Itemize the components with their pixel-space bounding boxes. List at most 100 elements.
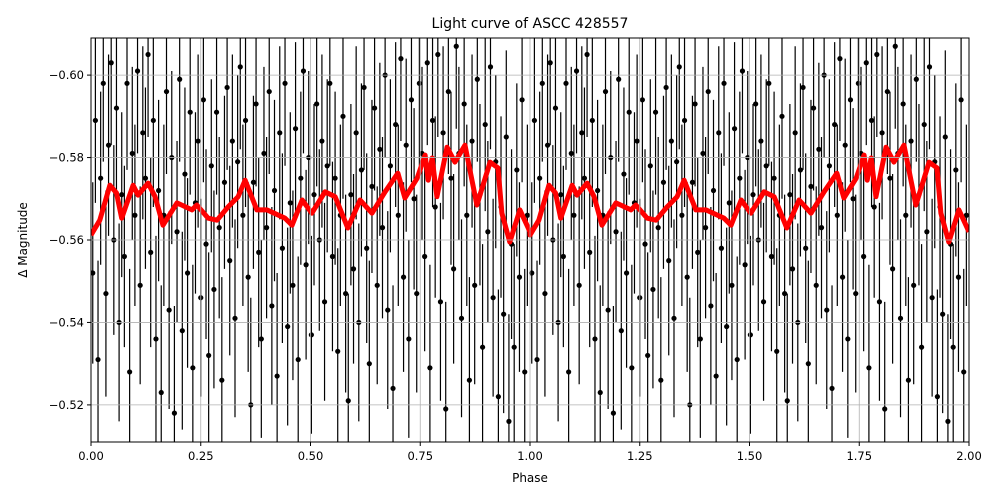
- data-point: [432, 204, 438, 210]
- data-point: [800, 84, 806, 91]
- data-point: [908, 138, 914, 144]
- data-point: [277, 130, 283, 136]
- data-point: [595, 187, 601, 194]
- y-tick-label: −0.54: [49, 315, 84, 329]
- data-point: [329, 253, 336, 260]
- data-point: [716, 130, 722, 136]
- data-point: [623, 270, 630, 276]
- data-point: [103, 290, 109, 297]
- data-point: [629, 365, 635, 371]
- data-point: [697, 336, 703, 342]
- y-axis-label: Δ Magnitude: [16, 202, 30, 278]
- data-point: [926, 64, 933, 70]
- data-point: [503, 134, 509, 140]
- data-point: [605, 307, 611, 313]
- data-point: [303, 262, 309, 268]
- data-point: [371, 105, 378, 111]
- data-point: [950, 344, 956, 350]
- data-point: [461, 101, 467, 107]
- data-point: [319, 138, 325, 144]
- data-point: [579, 130, 585, 136]
- data-point: [731, 126, 738, 132]
- data-point: [847, 97, 854, 103]
- data-point: [834, 212, 840, 218]
- data-point: [408, 97, 415, 103]
- data-point: [613, 229, 619, 235]
- data-point: [458, 315, 465, 321]
- data-point: [808, 183, 814, 190]
- y-tick-label: −0.56: [49, 233, 84, 247]
- data-point: [364, 245, 370, 251]
- data-point: [905, 377, 912, 383]
- data-point: [839, 274, 846, 280]
- data-point: [837, 56, 843, 62]
- x-tick-label: 0.50: [298, 449, 324, 463]
- data-point: [269, 303, 275, 309]
- data-point: [379, 225, 386, 231]
- data-point: [782, 290, 788, 297]
- data-point: [300, 68, 307, 74]
- data-point: [314, 101, 320, 107]
- x-tick-label: 1.75: [846, 449, 872, 463]
- data-point: [866, 365, 872, 371]
- data-point: [552, 105, 559, 111]
- data-point: [874, 51, 880, 58]
- data-point: [398, 56, 404, 62]
- data-point: [797, 167, 804, 173]
- data-point: [292, 126, 299, 132]
- data-point: [573, 68, 580, 74]
- data-point: [539, 80, 545, 86]
- data-point: [242, 117, 249, 124]
- data-point: [705, 88, 711, 95]
- data-point: [924, 229, 930, 235]
- data-point: [140, 130, 146, 136]
- data-point: [681, 117, 688, 124]
- data-point: [589, 117, 595, 124]
- data-point: [760, 299, 767, 305]
- data-point: [253, 101, 259, 107]
- data-point: [435, 51, 441, 58]
- data-point: [213, 109, 220, 115]
- data-point: [98, 175, 104, 181]
- data-point: [882, 406, 888, 412]
- data-point: [495, 394, 501, 400]
- data-point: [903, 212, 909, 218]
- x-tick-label: 1.50: [737, 449, 763, 463]
- data-point: [621, 171, 627, 177]
- data-point: [232, 315, 238, 321]
- data-point: [163, 88, 170, 95]
- data-point: [335, 348, 341, 354]
- data-point: [290, 282, 296, 288]
- data-point: [295, 356, 301, 363]
- data-point: [174, 229, 180, 235]
- y-tick-label: −0.60: [49, 68, 84, 82]
- data-point: [274, 373, 280, 379]
- data-point: [758, 138, 764, 144]
- data-point: [321, 299, 328, 305]
- data-point: [537, 175, 543, 181]
- y-tick-label: −0.52: [49, 398, 84, 412]
- data-point: [597, 389, 603, 396]
- data-point: [445, 88, 451, 95]
- data-point: [784, 398, 790, 404]
- y-axis-ticks: −0.60 −0.58 −0.56 −0.54 −0.52: [49, 68, 91, 412]
- data-point: [679, 212, 685, 218]
- data-point: [747, 332, 753, 338]
- data-point: [592, 336, 598, 342]
- data-point: [224, 84, 230, 91]
- data-point: [726, 200, 732, 206]
- x-tick-label: 0.25: [188, 449, 214, 463]
- data-point: [958, 97, 964, 103]
- data-point: [256, 249, 262, 255]
- data-point: [544, 142, 551, 148]
- data-point: [921, 121, 927, 128]
- data-point: [271, 187, 278, 194]
- data-point: [805, 361, 811, 367]
- data-point: [824, 307, 830, 313]
- data-point: [890, 266, 896, 272]
- data-point: [237, 64, 243, 70]
- data-point: [729, 282, 735, 288]
- data-point: [879, 130, 885, 136]
- data-point: [945, 418, 951, 424]
- data-point: [658, 377, 664, 383]
